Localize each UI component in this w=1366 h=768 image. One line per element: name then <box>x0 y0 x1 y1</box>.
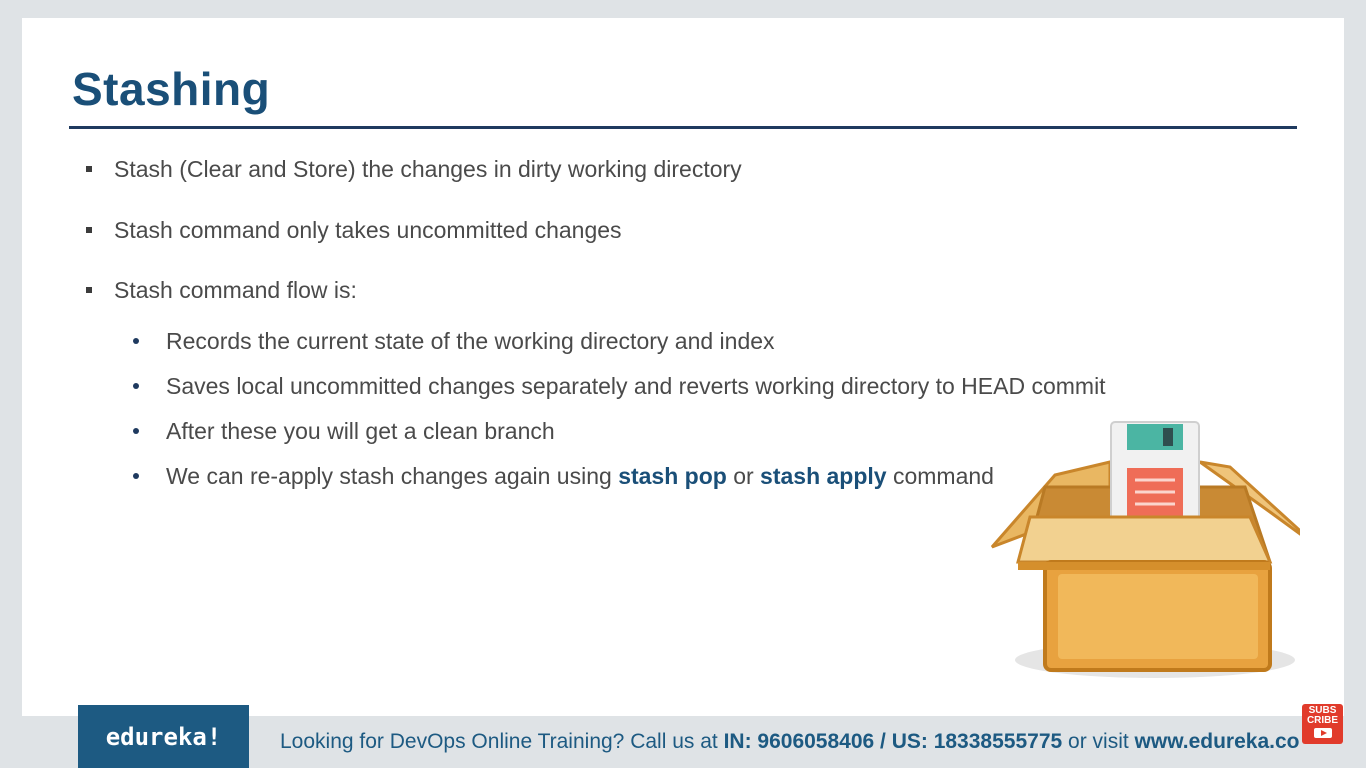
floppy-disk-icon <box>1110 421 1200 523</box>
footer-banner: Looking for DevOps Online Training? Call… <box>280 730 1299 754</box>
sub-bullet-mid: or <box>726 463 761 489</box>
bullet-text: Stash (Clear and Store) the changes in d… <box>114 156 742 182</box>
keyword-stash-pop: stash pop <box>618 463 727 489</box>
subscribe-line1: SUBS <box>1308 705 1337 716</box>
footer-prefix: Looking for DevOps Online Training? Call… <box>280 730 724 753</box>
sub-bullet-text: We can re-apply stash changes again usin… <box>166 463 994 490</box>
edureka-logo[interactable]: edureka! <box>78 705 249 768</box>
round-bullet-icon <box>133 428 139 434</box>
play-icon <box>1313 728 1332 738</box>
round-bullet-icon <box>133 473 139 479</box>
round-bullet-icon <box>133 338 139 344</box>
sub-bullet-suffix: command <box>886 463 994 489</box>
sub-bullet-prefix: We can re-apply stash changes again usin… <box>166 463 619 489</box>
bullet-text: Stash command flow is: <box>114 277 357 303</box>
sub-bullet-text: Saves local uncommitted changes separate… <box>166 373 1106 399</box>
slide: Stashing Stash (Clear and Store) the cha… <box>22 18 1344 716</box>
title-divider <box>69 126 1297 129</box>
subscribe-button[interactable]: SUBS CRIBE <box>1302 704 1343 744</box>
box-floppy-illustration <box>990 421 1300 678</box>
slide-title: Stashing <box>72 63 271 115</box>
sub-bullet-text: After these you will get a clean branch <box>166 418 555 444</box>
sub-bullet-text: Records the current state of the working… <box>166 328 775 354</box>
footer-website-link[interactable]: www.edureka.co <box>1134 730 1300 753</box>
bullet-text: Stash command only takes uncommitted cha… <box>114 217 622 243</box>
square-bullet-icon <box>86 166 92 172</box>
keyword-stash-apply: stash apply <box>760 463 887 489</box>
subscribe-line2: CRIBE <box>1306 715 1339 726</box>
round-bullet-icon <box>133 383 139 389</box>
square-bullet-icon <box>86 227 92 233</box>
footer-mid: or visit <box>1062 730 1135 753</box>
footer-phone-numbers: IN: 9606058406 / US: 18338555775 <box>723 730 1063 753</box>
square-bullet-icon <box>86 287 92 293</box>
